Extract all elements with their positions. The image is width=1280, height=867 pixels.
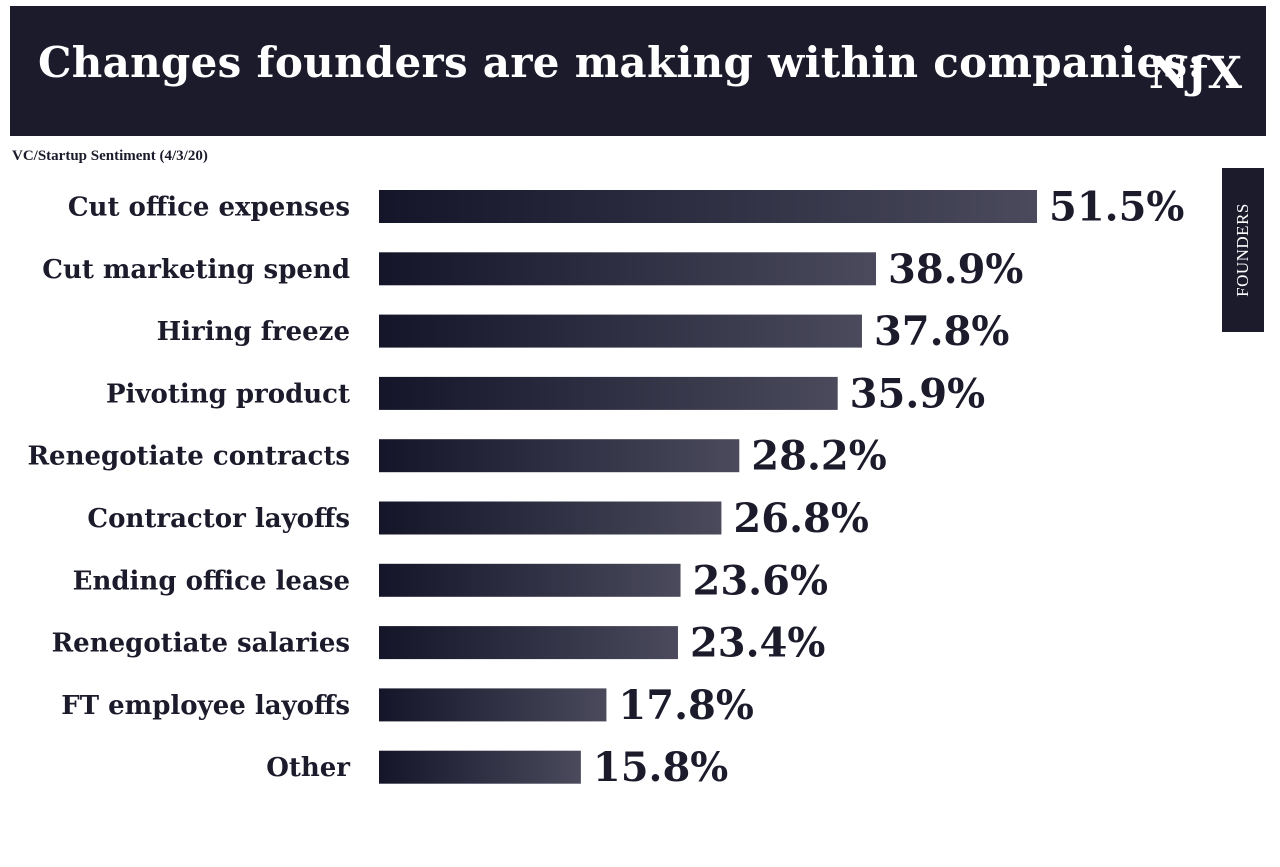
header-banner: Changes founders are making within compa… bbox=[10, 6, 1266, 136]
bar bbox=[379, 314, 862, 348]
bar bbox=[379, 626, 678, 660]
value-label: 35.9% bbox=[850, 370, 985, 417]
value-label: 17.8% bbox=[618, 682, 753, 729]
value-label: 15.8% bbox=[593, 744, 728, 791]
chart-subtitle: VC/Startup Sentiment (4/3/20) bbox=[12, 148, 208, 164]
category-label: Hiring freeze bbox=[157, 317, 350, 347]
page-title: Changes founders are making within compa… bbox=[38, 38, 1204, 87]
category-label: Pivoting product bbox=[106, 379, 350, 409]
category-label: FT employee layoffs bbox=[61, 691, 350, 721]
value-label: 28.2% bbox=[751, 433, 886, 480]
value-label: 23.4% bbox=[690, 620, 825, 667]
bar bbox=[379, 688, 607, 722]
value-label: 37.8% bbox=[874, 308, 1009, 355]
nfx-logo: NƒX bbox=[1148, 48, 1242, 99]
value-label: 23.6% bbox=[693, 557, 828, 604]
bar bbox=[379, 501, 722, 535]
category-label: Renegotiate salaries bbox=[52, 629, 350, 659]
bar bbox=[379, 750, 581, 784]
category-label: Ending office lease bbox=[73, 566, 350, 596]
founders-side-tab: FOUNDERS bbox=[1222, 168, 1264, 332]
category-label: Contractor layoffs bbox=[87, 504, 350, 534]
bar bbox=[379, 376, 838, 410]
category-label: Renegotiate contracts bbox=[27, 442, 350, 472]
bar bbox=[379, 190, 1037, 223]
category-label: Cut marketing spend bbox=[42, 255, 350, 285]
value-label: 26.8% bbox=[733, 495, 868, 542]
bar bbox=[379, 563, 681, 597]
value-label: 51.5% bbox=[1049, 184, 1184, 231]
category-label: Other bbox=[266, 753, 350, 783]
category-label: Cut office expenses bbox=[68, 193, 350, 223]
bar bbox=[379, 439, 740, 473]
value-label: 38.9% bbox=[888, 246, 1023, 293]
bar bbox=[379, 252, 877, 286]
